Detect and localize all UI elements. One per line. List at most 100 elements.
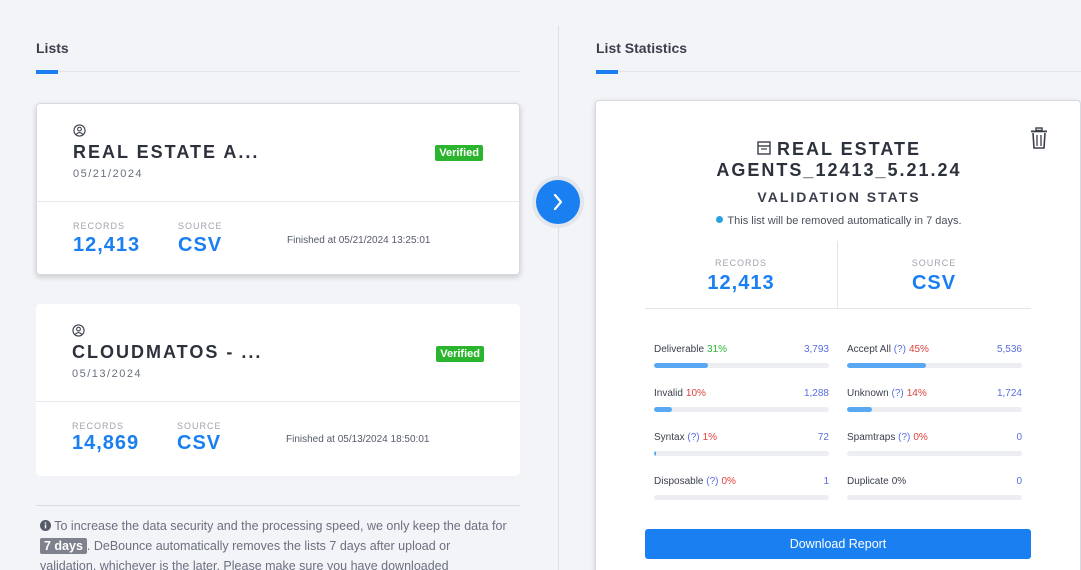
metric-invalid: Invalid 10% 1,288 xyxy=(654,388,829,418)
stats-header-line xyxy=(596,71,1081,72)
metric-name: Accept All xyxy=(847,344,891,355)
source-value: CSV xyxy=(178,234,223,256)
help-icon[interactable]: (?) xyxy=(898,432,911,443)
metric-progress-fill xyxy=(847,407,872,412)
user-icon xyxy=(73,124,86,137)
records-label: RECORDS xyxy=(714,258,767,268)
metric-label: Invalid 10% xyxy=(654,388,706,399)
metric-label: Unknown (?) 14% xyxy=(847,388,927,399)
notice-dot-icon xyxy=(716,216,724,223)
source-value: CSV xyxy=(911,272,957,294)
metric-name: Invalid xyxy=(654,388,683,399)
pane-divider xyxy=(558,26,559,570)
removal-notice-text: This list will be removed automatically … xyxy=(727,215,962,227)
next-button-inner[interactable] xyxy=(536,180,580,224)
records-value: 14,869 xyxy=(72,432,140,454)
lists-header-accent xyxy=(36,70,58,74)
metric-progress-fill xyxy=(654,407,672,412)
metric-percent: 10% xyxy=(685,388,706,399)
metric-name: Disposable xyxy=(654,476,704,487)
note-divider xyxy=(36,505,520,506)
metric-count: 72 xyxy=(817,432,829,443)
metric-progress-track xyxy=(654,407,829,412)
metric-progress-track xyxy=(847,495,1022,500)
finished-timestamp: Finished at 05/21/2024 13:25:01 xyxy=(287,235,431,246)
retention-note: To increase the data security and the pr… xyxy=(40,516,510,570)
source-label: SOURCE xyxy=(177,421,222,431)
note-text-2: . DeBounce automatically removes the lis… xyxy=(40,539,451,570)
verified-badge: Verified xyxy=(436,346,484,362)
stats-title-line2: AGENTS_12413_5.21.24 xyxy=(716,160,962,180)
trash-icon[interactable] xyxy=(1030,127,1048,149)
metric-label: Deliverable 31% xyxy=(654,344,727,355)
records-value: 12,413 xyxy=(73,234,141,256)
list-statistics-card: REAL ESTATE AGENTS_12413_5.21.24 VALIDAT… xyxy=(595,100,1081,570)
source-value: CSV xyxy=(177,432,222,454)
list-card-cloudmatos[interactable]: CLOUDMATOS - ... 05/13/2024 Verified REC… xyxy=(36,304,520,476)
source-label: SOURCE xyxy=(911,258,957,268)
stats-title-line1: REAL ESTATE xyxy=(596,139,1081,160)
download-report-button[interactable]: Download Report xyxy=(645,529,1031,559)
user-icon xyxy=(72,324,85,337)
metric-count: 5,536 xyxy=(996,344,1022,355)
list-name: REAL ESTATE A... xyxy=(73,142,260,162)
metric-count: 1 xyxy=(823,476,829,487)
metric-count: 0 xyxy=(1016,476,1022,487)
metric-count: 1,288 xyxy=(803,388,829,399)
list-icon xyxy=(757,141,771,155)
lists-header-line xyxy=(36,71,520,72)
metric-percent: 0% xyxy=(913,432,928,443)
metric-progress-track xyxy=(654,451,829,456)
metric-name: Duplicate xyxy=(847,476,889,487)
next-button[interactable] xyxy=(532,176,584,228)
metric-label: Spamtraps (?) 0% xyxy=(847,432,928,443)
metric-percent: 31% xyxy=(707,344,728,355)
validation-stats-subtitle: VALIDATION STATS xyxy=(757,189,921,205)
help-icon[interactable]: (?) xyxy=(687,432,700,443)
metric-name: Syntax xyxy=(654,432,685,443)
stats-header: List Statistics xyxy=(596,40,688,56)
metric-name: Unknown xyxy=(847,388,889,399)
retention-days: 7 days xyxy=(40,538,87,554)
metric-duplicate: Duplicate 0% 0 xyxy=(847,476,1022,506)
metric-percent: 0% xyxy=(891,476,907,487)
chevron-right-icon xyxy=(553,193,563,211)
list-date: 05/13/2024 xyxy=(72,368,143,380)
metric-name: Spamtraps xyxy=(847,432,896,443)
metric-name: Deliverable xyxy=(654,344,705,355)
metric-progress-track xyxy=(654,363,829,368)
help-icon[interactable]: (?) xyxy=(893,344,906,355)
metric-label: Syntax (?) 1% xyxy=(654,432,717,443)
metric-label: Disposable (?) 0% xyxy=(654,476,736,487)
help-icon[interactable]: (?) xyxy=(706,476,719,487)
metric-unknown: Unknown (?) 14% 1,724 xyxy=(847,388,1022,418)
card-divider xyxy=(36,401,520,402)
metric-count: 0 xyxy=(1016,432,1022,443)
note-text-1: To increase the data security and the pr… xyxy=(54,519,507,533)
metric-percent: 45% xyxy=(908,344,929,355)
card-divider xyxy=(37,201,519,202)
metric-progress-track xyxy=(654,495,829,500)
verified-badge: Verified xyxy=(435,145,483,161)
records-value: 12,413 xyxy=(707,272,775,294)
source-label: SOURCE xyxy=(178,221,223,231)
info-icon xyxy=(40,520,51,531)
finished-timestamp: Finished at 05/13/2024 18:50:01 xyxy=(286,434,430,445)
metric-progress-track xyxy=(847,451,1022,456)
metric-accept-all: Accept All (?) 45% 5,536 xyxy=(847,344,1022,374)
help-icon[interactable]: (?) xyxy=(891,388,904,399)
metric-percent: 14% xyxy=(906,388,927,399)
stats-header-accent xyxy=(596,70,618,74)
metric-progress-track xyxy=(847,407,1022,412)
metric-progress-track xyxy=(847,363,1022,368)
stats-horizontal-divider xyxy=(645,308,1031,309)
metric-syntax: Syntax (?) 1% 72 xyxy=(654,432,829,462)
metric-count: 3,793 xyxy=(803,344,829,355)
stats-title-text-1: REAL ESTATE xyxy=(776,139,921,159)
records-label: RECORDS xyxy=(72,421,125,431)
metric-progress-fill xyxy=(654,451,656,456)
metric-label: Accept All (?) 45% xyxy=(847,344,929,355)
lists-header: Lists xyxy=(36,40,69,56)
list-name: CLOUDMATOS - ... xyxy=(72,342,263,362)
list-card-real-estate[interactable]: REAL ESTATE A... 05/21/2024 Verified REC… xyxy=(36,103,520,275)
